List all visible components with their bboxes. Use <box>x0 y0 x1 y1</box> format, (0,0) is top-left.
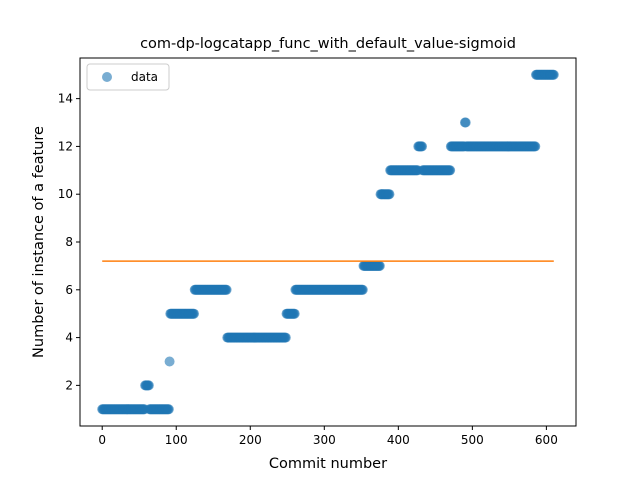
chart-title: com-dp-logcatapp_func_with_default_value… <box>140 36 516 52</box>
legend: data <box>86 63 170 91</box>
data-point <box>445 165 456 176</box>
data-point <box>357 284 368 295</box>
data-point <box>289 308 300 319</box>
data-point <box>384 189 395 200</box>
data-point <box>163 404 174 415</box>
x-tick-label: 200 <box>239 433 262 447</box>
y-tick-label: 4 <box>65 331 73 345</box>
y-tick-label: 8 <box>65 235 73 249</box>
data-point <box>164 356 175 367</box>
data-point <box>548 69 559 80</box>
plot-area <box>79 57 577 427</box>
data-point <box>530 141 541 152</box>
y-tick-label: 2 <box>65 378 73 392</box>
x-tick-label: 100 <box>165 433 188 447</box>
y-tick-label: 6 <box>65 283 73 297</box>
data-point <box>280 332 291 343</box>
legend-marker <box>102 72 112 82</box>
x-tick-label: 500 <box>461 433 484 447</box>
y-tick-label: 12 <box>58 139 73 153</box>
x-axis-ticks: 0 100 200 300 400 500 600 <box>98 426 558 447</box>
data-point <box>221 284 232 295</box>
data-point <box>143 380 154 391</box>
data-point <box>189 308 200 319</box>
data-point <box>374 260 385 271</box>
data-point <box>417 141 428 152</box>
x-axis-label: Commit number <box>269 456 387 472</box>
legend-frame <box>86 63 170 91</box>
legend-label: data <box>131 70 158 84</box>
y-tick-label: 10 <box>58 187 73 201</box>
x-tick-label: 0 <box>98 433 106 447</box>
x-tick-label: 600 <box>535 433 558 447</box>
data-point <box>460 117 471 128</box>
y-axis-ticks: 2 4 6 8 10 12 14 <box>58 92 80 392</box>
y-tick-label: 14 <box>58 92 73 106</box>
y-axis-label: Number of instance of a feature <box>31 126 47 358</box>
x-tick-label: 400 <box>387 433 410 447</box>
x-tick-label: 300 <box>313 433 336 447</box>
